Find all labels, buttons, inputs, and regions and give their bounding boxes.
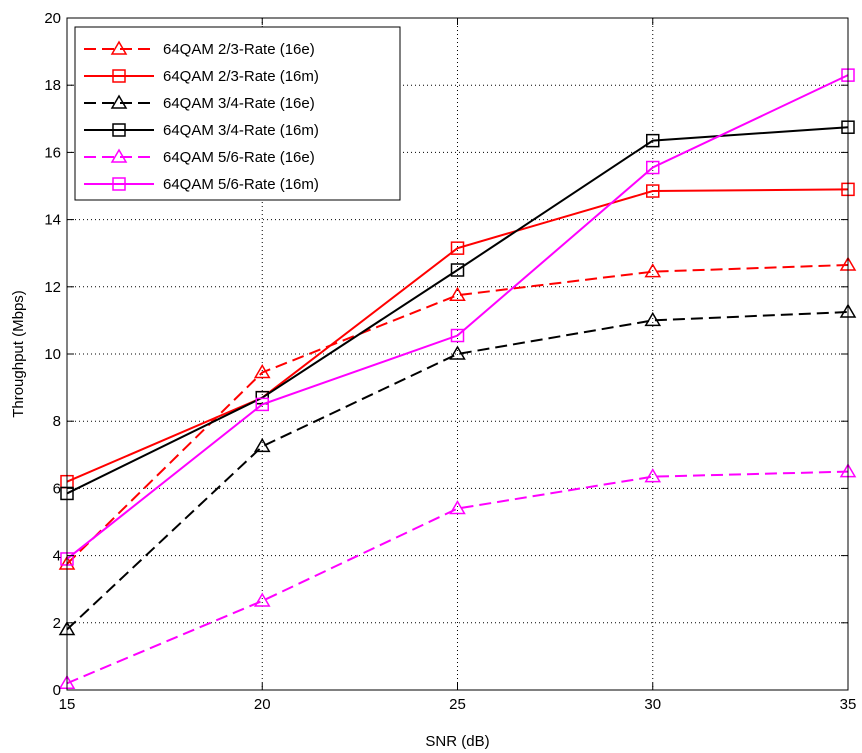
legend-entry-3: 64QAM 3/4-Rate (16e) xyxy=(84,94,315,112)
y-tick-label: 16 xyxy=(44,144,61,161)
y-tick-label: 10 xyxy=(44,346,61,363)
legend-entry-4: 64QAM 3/4-Rate (16m) xyxy=(84,122,319,139)
legend-marker xyxy=(110,94,128,109)
series-line xyxy=(66,311,849,631)
x-tick-label: 35 xyxy=(840,696,857,713)
y-tick-label: 2 xyxy=(53,615,61,632)
legend-label: 64QAM 3/4-Rate (16e) xyxy=(163,95,315,112)
x-tick-label: 15 xyxy=(59,696,76,713)
y-axis-label: Throughput (Mbps) xyxy=(10,290,27,418)
data-point xyxy=(644,263,662,278)
y-tick-label: 8 xyxy=(53,413,61,430)
legend-label: 64QAM 5/6-Rate (16m) xyxy=(163,176,319,193)
legend-label: 64QAM 2/3-Rate (16e) xyxy=(163,41,315,58)
axis-ticks: 15 20 25 30 35 0 2 4 6 8 10 12 14 16 18 20 xyxy=(44,10,856,713)
legend-label: 64QAM 2/3-Rate (16m) xyxy=(163,68,319,85)
legend-entry-5: 64QAM 5/6-Rate (16e) xyxy=(84,148,315,166)
legend-label: 64QAM 3/4-Rate (16m) xyxy=(163,122,319,139)
series-layer xyxy=(58,68,857,690)
y-tick-label: 14 xyxy=(44,212,61,229)
legend-box xyxy=(74,26,401,201)
data-point xyxy=(646,133,660,148)
x-tick-label: 20 xyxy=(254,696,271,713)
data-point xyxy=(449,500,466,515)
y-tick-label: 0 xyxy=(53,682,61,699)
x-axis-label: SNR (dB) xyxy=(425,733,489,750)
data-point xyxy=(644,468,662,483)
data-point xyxy=(253,592,271,607)
legend-marker xyxy=(112,177,126,191)
data-point xyxy=(644,311,662,327)
y-tick-label: 18 xyxy=(44,77,61,94)
series-line xyxy=(66,470,849,685)
y-tick-label: 20 xyxy=(44,10,61,27)
data-point xyxy=(449,286,466,301)
legend: 64QAM 2/3-Rate (16e) 64QAM 2/3-Rate (16m)… xyxy=(74,26,401,201)
legend-entry-1: 64QAM 2/3-Rate (16e) xyxy=(84,40,315,58)
legend-entry-6: 64QAM 5/6-Rate (16m) xyxy=(84,176,319,193)
x-tick-label: 30 xyxy=(644,696,661,713)
data-point xyxy=(450,263,465,277)
data-point xyxy=(646,184,660,198)
data-point xyxy=(253,363,271,379)
data-point xyxy=(449,345,466,360)
series-line xyxy=(66,188,849,483)
legend-marker xyxy=(110,40,128,55)
data-point xyxy=(450,328,465,343)
legend-marker xyxy=(112,69,126,83)
data-point xyxy=(253,437,271,453)
data-point xyxy=(450,241,465,255)
data-point xyxy=(646,160,660,175)
series-line xyxy=(66,263,849,565)
data-point xyxy=(255,397,269,412)
legend-entry-2: 64QAM 2/3-Rate (16m) xyxy=(84,68,319,85)
legend-label: 64QAM 5/6-Rate (16e) xyxy=(163,149,315,166)
series-line xyxy=(66,74,849,560)
y-tick-label: 12 xyxy=(44,279,61,296)
legend-marker xyxy=(110,148,128,163)
y-tick-label: 4 xyxy=(53,548,61,565)
y-tick-label: 6 xyxy=(53,480,61,497)
legend-marker xyxy=(112,123,126,137)
x-tick-label: 25 xyxy=(449,696,466,713)
